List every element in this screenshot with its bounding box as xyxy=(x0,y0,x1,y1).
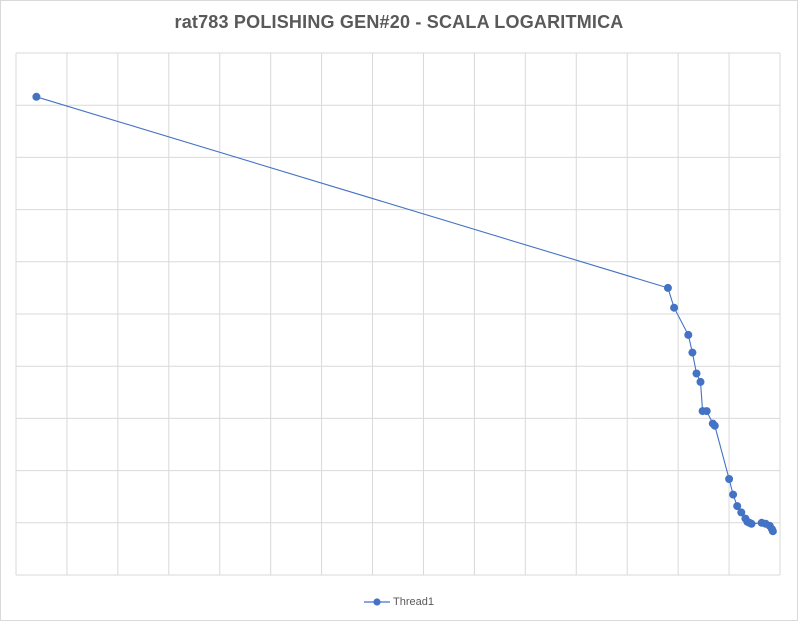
data-point[interactable] xyxy=(32,92,41,101)
data-point[interactable] xyxy=(702,407,711,416)
series-thread1[interactable] xyxy=(32,92,777,536)
data-point[interactable] xyxy=(747,519,756,528)
data-point[interactable] xyxy=(725,475,734,483)
legend[interactable]: Thread1 xyxy=(364,594,434,610)
data-point[interactable] xyxy=(737,508,746,517)
data-point[interactable] xyxy=(710,421,719,430)
legend-marker-icon xyxy=(364,598,390,606)
data-point[interactable] xyxy=(733,502,742,511)
data-point[interactable] xyxy=(768,527,777,536)
chart-title: rat783 POLISHING GEN#20 - SCALA LOGARITM… xyxy=(174,12,624,32)
data-point[interactable] xyxy=(729,490,738,499)
data-point[interactable] xyxy=(688,348,697,357)
gridlines xyxy=(15,52,781,576)
data-point[interactable] xyxy=(670,303,679,312)
data-point[interactable] xyxy=(663,283,672,292)
data-point[interactable] xyxy=(696,377,705,386)
data-point[interactable] xyxy=(684,330,693,339)
data-point[interactable] xyxy=(692,369,701,378)
legend-label-thread1: Thread1 xyxy=(393,596,434,608)
